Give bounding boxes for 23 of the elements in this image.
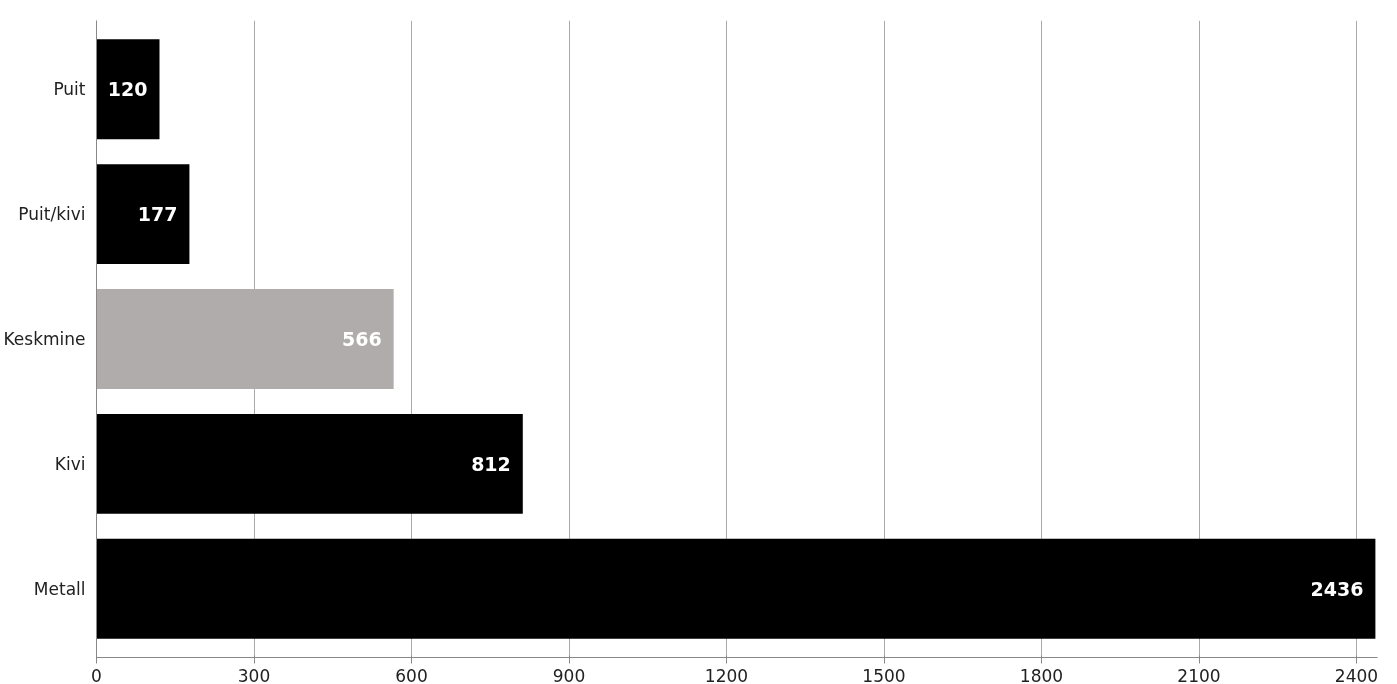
y-tick-label: Keskmine — [3, 329, 86, 349]
data-label: 566 — [341, 328, 382, 350]
x-tick-label: 2400 — [1334, 665, 1379, 684]
bar — [96, 164, 190, 265]
x-tick-label: 600 — [395, 665, 428, 684]
x-tick-label: 900 — [552, 665, 586, 684]
data-label: 2436 — [1310, 577, 1364, 600]
data-label: 812 — [471, 452, 511, 475]
x-tick-label: 300 — [237, 665, 271, 684]
x-tick-label: 1500 — [862, 665, 906, 684]
bar — [96, 39, 160, 140]
y-tick-label: Metall — [33, 578, 86, 599]
x-tick-label: 1800 — [1019, 665, 1064, 684]
y-tick-label: Puit/kivi — [18, 204, 86, 225]
bar — [96, 538, 1376, 639]
x-tick-label: 0 — [91, 665, 102, 684]
bar — [96, 413, 523, 514]
data-label: 177 — [137, 203, 178, 226]
y-tick-label: Kivi — [54, 453, 86, 474]
x-tick-label: 1200 — [704, 665, 749, 684]
data-label: 120 — [107, 78, 148, 101]
x-tick-label: 2100 — [1177, 665, 1221, 684]
y-tick-label: Puit — [53, 79, 86, 100]
